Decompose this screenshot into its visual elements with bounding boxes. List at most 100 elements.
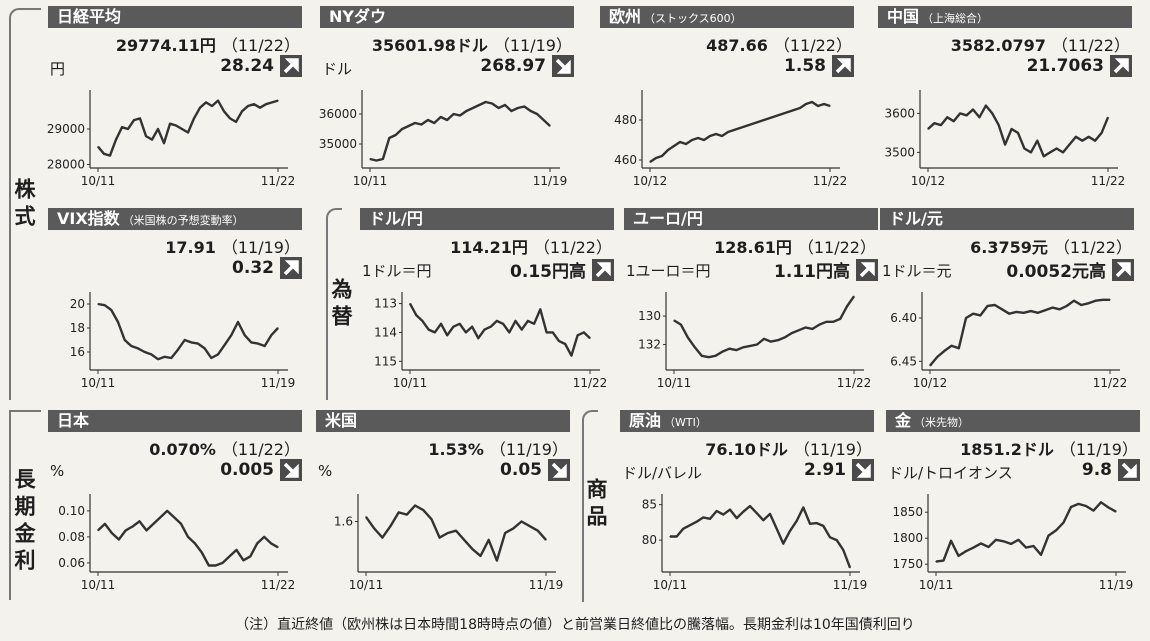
x-start-label: 10/12 — [911, 174, 946, 188]
data-point — [787, 111, 789, 113]
y-tick-label: 114 — [374, 325, 397, 339]
x-end-label: 11/19 — [533, 174, 568, 188]
data-point — [1066, 305, 1068, 307]
series-line — [97, 99, 279, 157]
data-point — [680, 324, 682, 326]
data-point — [138, 520, 141, 522]
data-point — [709, 518, 711, 520]
arrow-down-icon — [852, 459, 874, 481]
value-date: （11/22） — [221, 36, 300, 55]
line-chart: 480 460 10/12 11/22 — [614, 90, 848, 188]
latest-value: 3582.0797 — [950, 36, 1046, 55]
panel-header: NYダウ — [320, 6, 574, 28]
change-row: 2.91 — [804, 459, 874, 481]
data-point — [933, 122, 935, 124]
unit-label: ドル/トロイオンス — [888, 464, 1013, 482]
data-point — [181, 128, 183, 130]
panel-header: 金（米先物） — [886, 410, 1140, 432]
value-row: 1.53% （11/19） — [428, 436, 568, 460]
value-row: 114.21円 （11/22） — [450, 234, 612, 258]
data-point — [946, 116, 948, 118]
data-point — [536, 113, 538, 115]
line-chart: 29000 28000 10/11 11/22 — [47, 90, 295, 188]
data-point — [533, 323, 535, 325]
data-point — [109, 155, 111, 157]
data-point — [1085, 505, 1087, 507]
data-point — [739, 127, 741, 129]
data-point — [694, 346, 696, 348]
data-point — [929, 365, 931, 367]
value-row: 29774.11円 （11/22） — [116, 32, 300, 56]
data-point — [701, 355, 703, 357]
data-point — [530, 110, 532, 112]
data-point — [811, 328, 814, 330]
data-point — [1094, 140, 1096, 142]
data-point — [1015, 311, 1017, 313]
panel-europe: 欧州 （ストックス600） 487.66 （11/22） 1.58 480 460 10/12… — [600, 6, 858, 201]
value-date: （11/19） — [493, 36, 572, 55]
x-start-label: 10/11 — [349, 578, 384, 592]
data-point — [714, 355, 717, 357]
y-tick-label: 130 — [638, 309, 661, 323]
data-point — [150, 353, 152, 355]
change-row: 9.8 — [1082, 459, 1140, 481]
data-point — [1055, 529, 1057, 531]
data-point — [242, 559, 244, 561]
data-point — [697, 137, 699, 139]
data-point — [1062, 151, 1064, 153]
data-point — [802, 506, 804, 509]
panel-subtitle: （上海総合） — [922, 12, 989, 25]
data-point — [564, 343, 566, 345]
series-line — [97, 509, 279, 567]
data-point — [991, 112, 993, 114]
x-start-label: 10/11 — [393, 376, 428, 390]
panel-title: ドル/円 — [369, 209, 423, 228]
data-point — [237, 321, 239, 323]
series-line — [369, 100, 551, 162]
data-point — [440, 116, 442, 118]
change-value: 1.58 — [784, 56, 826, 76]
data-point — [187, 131, 189, 134]
value-row: 76.10ドル （11/19） — [705, 436, 872, 460]
data-point — [125, 529, 127, 531]
x-end-label: 11/22 — [813, 174, 848, 188]
data-point — [151, 139, 153, 141]
x-start-label: 10/11 — [81, 376, 116, 390]
data-point — [811, 101, 813, 103]
section-stocks-label: 株式 — [12, 178, 36, 232]
data-point — [1100, 501, 1102, 503]
panel-title: 日経平均 — [57, 7, 122, 26]
data-point — [263, 536, 265, 538]
data-point — [691, 139, 693, 141]
data-point — [979, 314, 981, 316]
data-point — [957, 555, 960, 557]
data-point — [696, 521, 698, 523]
y-tick-label: 28000 — [47, 157, 85, 171]
data-point — [453, 113, 455, 115]
data-point — [1109, 299, 1111, 301]
series-line — [365, 504, 547, 562]
data-point — [972, 313, 974, 315]
data-point — [685, 143, 687, 145]
data-point — [829, 105, 831, 107]
x-end-label: 11/22 — [837, 376, 872, 390]
line-chart: 20 18 16 10/11 11/19 — [70, 292, 296, 390]
data-point — [1047, 535, 1050, 537]
data-point — [655, 157, 657, 159]
data-point — [940, 124, 942, 126]
data-point — [414, 504, 416, 507]
data-point — [679, 141, 681, 143]
value-date: （11/19） — [793, 440, 872, 459]
data-point — [818, 324, 820, 326]
x-end-label: 11/19 — [261, 376, 296, 390]
y-tick-label: 36000 — [319, 107, 357, 121]
value-date: （11/22） — [773, 36, 852, 55]
series-line — [649, 100, 831, 163]
panel-header: ユーロ/円 — [624, 208, 878, 230]
data-point — [799, 107, 801, 109]
data-point — [472, 107, 474, 109]
panel-subtitle: （米先物） — [914, 416, 970, 429]
data-point — [427, 119, 429, 121]
data-point — [1049, 151, 1051, 153]
change-row: 268.97 — [480, 55, 574, 77]
